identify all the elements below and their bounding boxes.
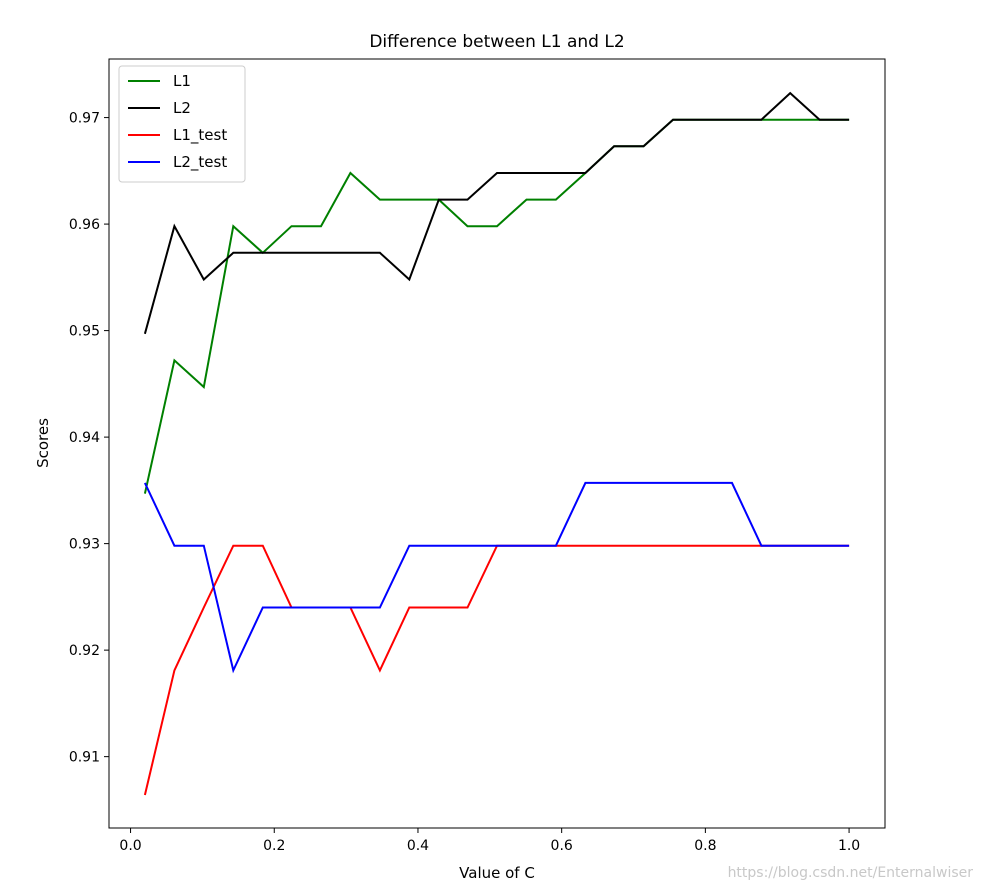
watermark: https://blog.csdn.net/Enternalwiser xyxy=(728,865,974,881)
y-tick-label: 0.97 xyxy=(69,111,100,127)
y-tick-label: 0.93 xyxy=(69,537,100,553)
y-tick-label: 0.96 xyxy=(69,217,100,233)
x-tick-label: 0.6 xyxy=(551,838,573,854)
legend-label-l2: L2 xyxy=(173,99,191,117)
legend: L1 L2 L1_test L2_test xyxy=(118,65,246,183)
y-axis-label: Scores xyxy=(34,418,52,468)
series-layer xyxy=(143,91,850,796)
y-tick-label: 0.94 xyxy=(69,430,100,446)
legend-box xyxy=(118,65,246,183)
x-tick-label: 0.8 xyxy=(694,838,716,854)
x-axis-label: Value of C xyxy=(459,864,535,882)
x-tick-label: 0.2 xyxy=(263,838,285,854)
series-line-l2 xyxy=(143,91,850,335)
series-line-l1 xyxy=(143,118,850,494)
y-tick-label: 0.91 xyxy=(69,750,100,766)
legend-label-l2-test: L2_test xyxy=(173,153,227,172)
y-tick-label: 0.92 xyxy=(69,643,100,659)
legend-label-l1-test: L1_test xyxy=(173,126,227,145)
x-tick-label: 1.0 xyxy=(838,838,860,854)
series-line-l1-test xyxy=(143,544,850,796)
legend-label-l1: L1 xyxy=(173,72,191,90)
y-axis: 0.91 0.92 0.93 0.94 0.95 0.96 0.97 xyxy=(69,111,109,766)
y-tick-label: 0.95 xyxy=(69,324,100,340)
series-line-l2-test xyxy=(143,481,850,674)
plot-frame xyxy=(108,58,886,829)
x-tick-label: 0.4 xyxy=(407,838,429,854)
chart-title: Difference between L1 and L2 xyxy=(369,32,624,52)
x-tick-label: 0.0 xyxy=(119,838,141,854)
x-axis: 0.0 0.2 0.4 0.6 0.8 1.0 xyxy=(119,828,860,854)
